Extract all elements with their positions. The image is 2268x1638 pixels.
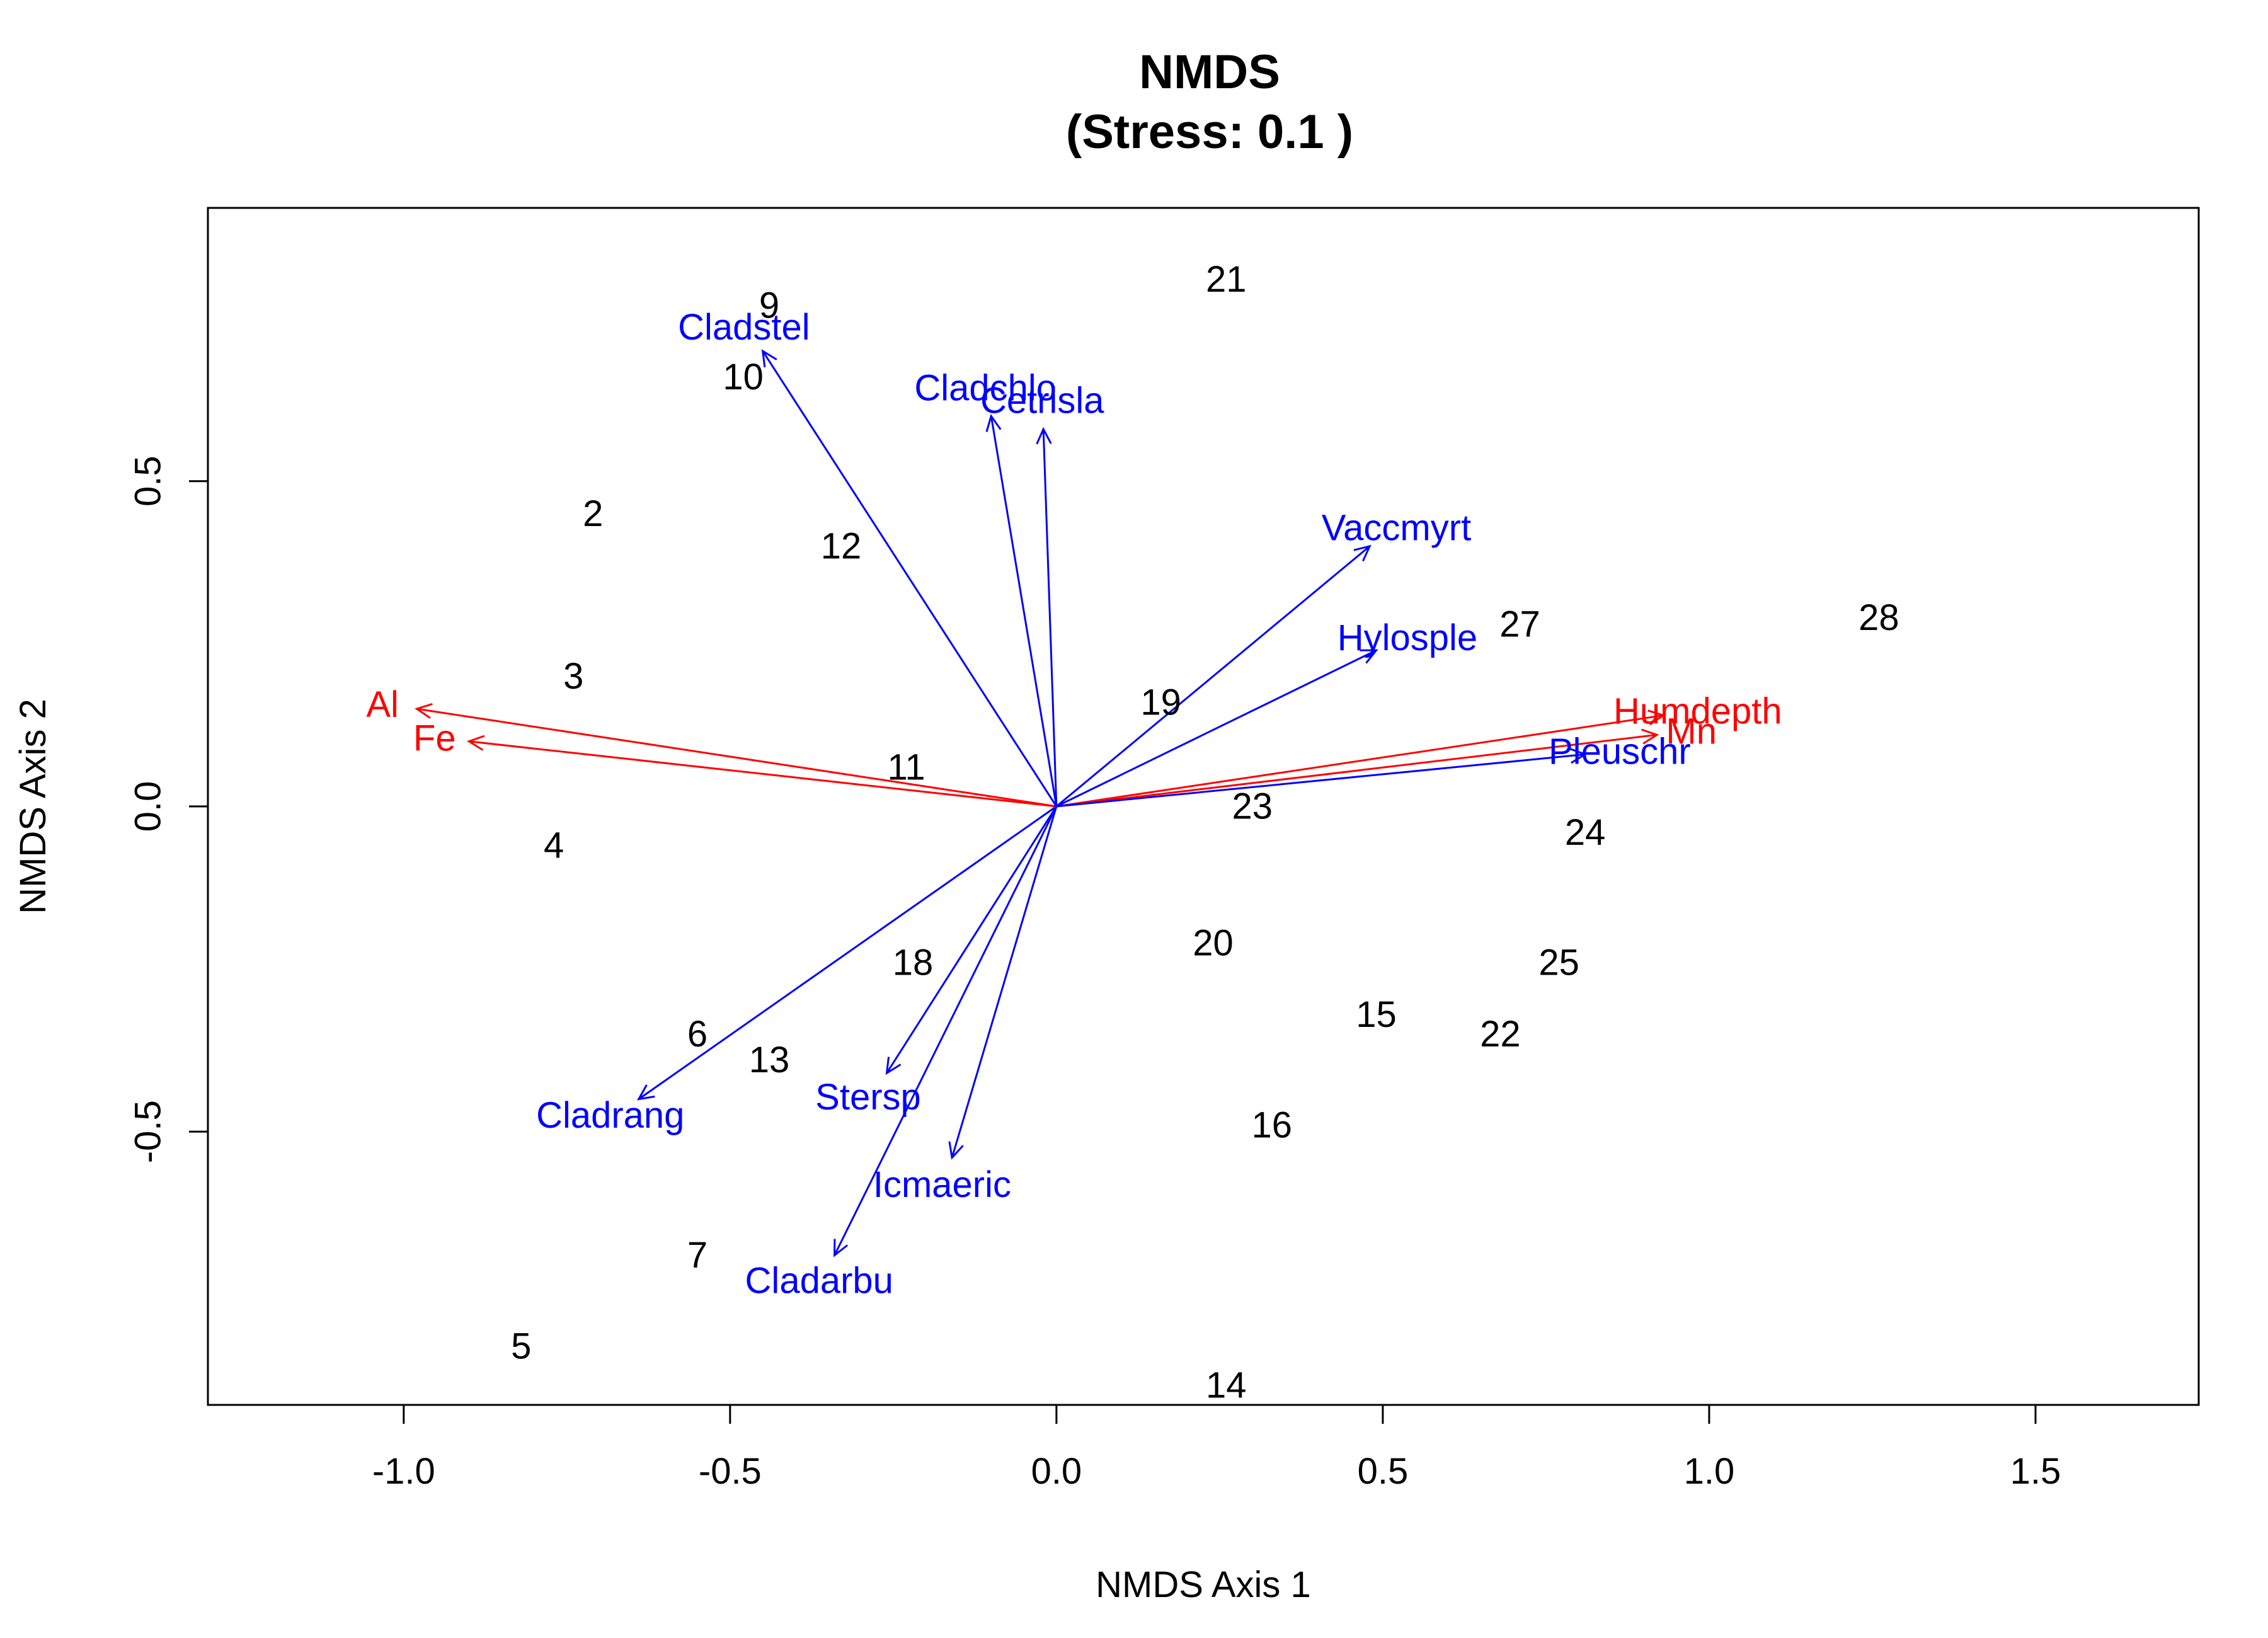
site-label: 4: [544, 825, 564, 866]
x-tick-label: 1.0: [1684, 1451, 1735, 1492]
site-label: 16: [1252, 1104, 1293, 1145]
site-label: 20: [1193, 922, 1234, 963]
site-label: 14: [1206, 1365, 1247, 1406]
site-label: 5: [511, 1326, 531, 1367]
species-vector-label: Pleuschr: [1549, 731, 1691, 772]
environment-vector: [469, 740, 1057, 808]
species-arrowhead: [1360, 649, 1378, 664]
environment-vector-label: Fe: [413, 718, 456, 759]
species-vector: [762, 350, 1058, 807]
site-label: 15: [1356, 994, 1397, 1035]
y-tick-label: 0.5: [128, 455, 169, 507]
x-axis-label: NMDS Axis 1: [1096, 1564, 1311, 1605]
site-label: 6: [687, 1014, 707, 1055]
site-label: 3: [563, 656, 583, 697]
x-tick-label: -1.0: [372, 1451, 435, 1492]
species-arrowhead: [948, 1141, 964, 1160]
site-label: 21: [1206, 259, 1247, 300]
species-arrowhead: [636, 1084, 655, 1101]
environment-vector: [1056, 733, 1658, 808]
species-vector: [886, 806, 1058, 1074]
chart-title: NMDS: [1139, 45, 1280, 99]
y-tick-label: 0.0: [128, 781, 169, 832]
environment-vector-label: Humdepth: [1613, 690, 1782, 731]
chart-subtitle: (Stress: 0.1 ): [1066, 105, 1353, 159]
x-tick-label: 0.5: [1358, 1451, 1409, 1492]
site-label: 9: [759, 285, 779, 326]
site-labels: 9 10 21 2 12 28 27 3 19 11 23 4 24 20 18 25 15 22 6 13 16 7 5 1…: [511, 259, 1899, 1406]
site-label: 18: [893, 942, 934, 983]
species-vector-label: Icmaeric: [873, 1164, 1011, 1205]
environment-vector-label: Mn: [1666, 711, 1717, 752]
y-tick-label: -0.5: [128, 1100, 169, 1163]
site-label: 22: [1480, 1014, 1521, 1055]
species-vector: [1055, 545, 1371, 808]
environment-arrowhead: [1641, 728, 1659, 745]
site-label: 13: [749, 1040, 790, 1080]
y-axis: -0.5 0.0 0.5: [128, 455, 209, 1163]
species-vector-label: Cladarbu: [745, 1260, 893, 1301]
species-arrowhead: [885, 1057, 902, 1075]
site-label: 23: [1232, 786, 1273, 827]
x-axis: -1.0 -0.5 0.0 0.5 1.0 1.5: [372, 1404, 2061, 1492]
species-arrowhead: [1569, 748, 1588, 764]
environment-arrowhead: [1647, 709, 1666, 726]
site-label: 28: [1858, 597, 1899, 638]
species-arrowhead: [833, 1239, 849, 1257]
species-arrowhead: [985, 414, 1002, 432]
species-arrowhead: [761, 349, 777, 368]
x-tick-label: -0.5: [699, 1451, 762, 1492]
species-vector-label: Vaccmyrt: [1322, 508, 1471, 549]
environment-vector: [416, 707, 1057, 808]
environment-arrowhead: [466, 735, 485, 751]
site-label: 11: [887, 747, 925, 788]
x-tick-label: 0.0: [1031, 1451, 1082, 1492]
species-vector-label: Stersp: [815, 1077, 921, 1118]
environment-vector-label: Al: [366, 684, 399, 725]
species-vector-label: Hylosple: [1337, 617, 1477, 658]
species-vector: [833, 806, 1058, 1256]
site-label: 10: [723, 357, 764, 398]
species-vector-label: Cladstel: [678, 307, 810, 348]
plot-frame: [207, 207, 2200, 1406]
y-axis-label: NMDS Axis 2: [13, 699, 54, 914]
species-vector: [990, 416, 1058, 807]
species-vector-label: Cladrang: [536, 1095, 684, 1136]
species-vector: [1056, 649, 1377, 808]
site-label: 2: [583, 493, 603, 534]
site-label: 25: [1538, 942, 1579, 983]
species-vector-label: Cetrisla: [980, 381, 1104, 421]
x-tick-label: 1.5: [2010, 1451, 2061, 1492]
species-arrowhead: [1036, 427, 1052, 445]
species-vector: [951, 806, 1058, 1159]
site-label: 19: [1140, 682, 1181, 723]
species-vector: [1056, 753, 1586, 808]
species-arrowhead: [1353, 544, 1372, 562]
environment-vector: [1056, 714, 1664, 808]
site-label: 7: [687, 1235, 707, 1276]
species-vector-label: Cladchlo: [914, 368, 1057, 409]
site-label: 12: [821, 525, 862, 566]
species-vector: [1042, 429, 1058, 807]
site-label: 27: [1499, 604, 1540, 644]
environment-arrowhead: [415, 703, 433, 719]
site-label: 24: [1565, 812, 1606, 853]
species-vector: [638, 805, 1057, 1100]
